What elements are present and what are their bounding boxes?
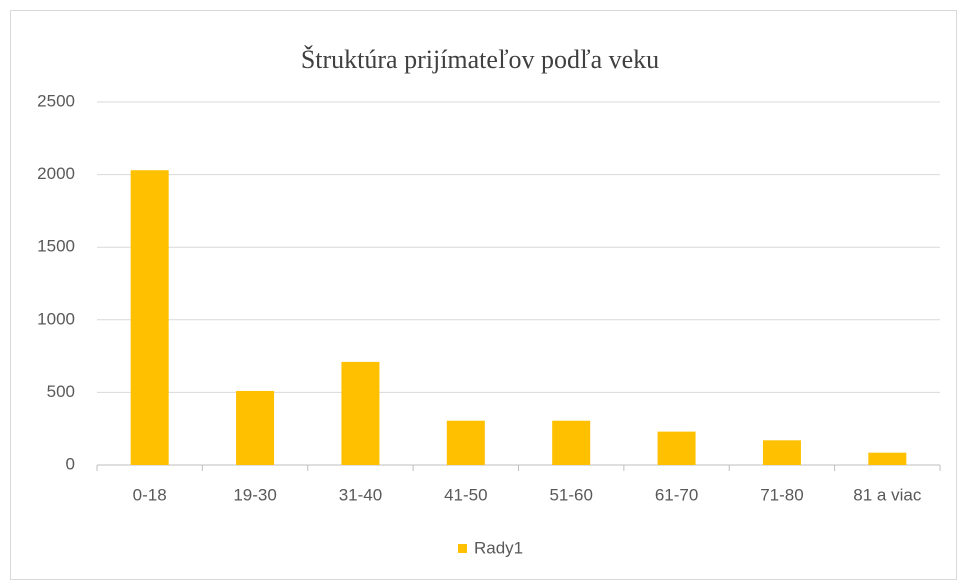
bar (130, 170, 169, 465)
bar (762, 440, 801, 465)
x-tick-label: 41-50 (444, 485, 487, 504)
bar (236, 390, 275, 465)
x-tick-label: 81 a viac (853, 485, 922, 504)
bar (341, 361, 380, 465)
x-tick-label: 51-60 (549, 485, 592, 504)
legend-label: Rady1 (474, 538, 523, 557)
x-tick-label: 0-18 (133, 485, 167, 504)
x-tick-label: 71-80 (760, 485, 803, 504)
chart-title: Štruktúra prijímateľov podľa veku (301, 45, 659, 74)
bar (446, 420, 485, 465)
y-tick-label: 2000 (37, 164, 75, 183)
y-tick-label: 0 (66, 454, 75, 473)
x-tick-label: 19-30 (233, 485, 276, 504)
bar (657, 431, 696, 465)
x-tick-label: 61-70 (655, 485, 698, 504)
legend-swatch (458, 544, 467, 553)
bar (552, 420, 591, 465)
bar (868, 452, 907, 465)
y-tick-label: 1500 (37, 237, 75, 256)
y-tick-label: 500 (47, 382, 75, 401)
x-tick-label: 31-40 (339, 485, 382, 504)
y-tick-label: 2500 (37, 91, 75, 110)
y-tick-label: 1000 (37, 309, 75, 328)
